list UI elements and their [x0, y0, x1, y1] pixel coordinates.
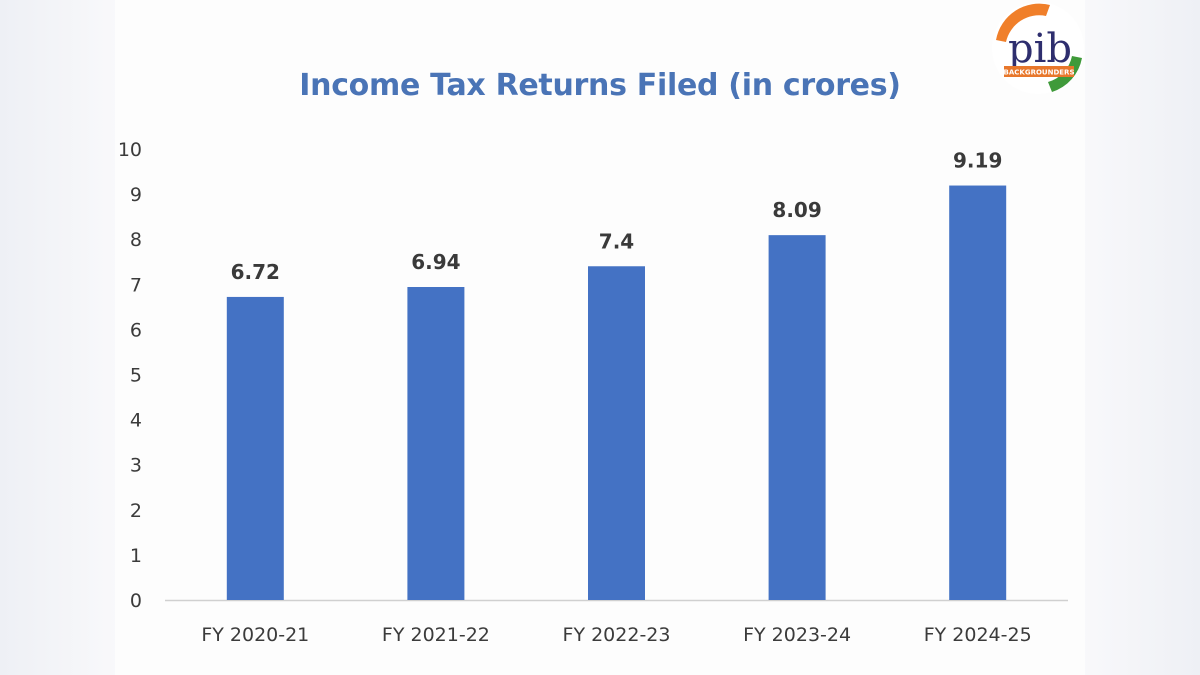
data-label: 6.94 [411, 250, 460, 274]
y-tick-label: 1 [130, 545, 142, 567]
y-tick-label: 0 [130, 590, 142, 612]
bar [407, 287, 465, 600]
bar [588, 266, 645, 600]
y-tick-label: 7 [130, 274, 142, 296]
chart-title: Income Tax Returns Filed (in crores) [299, 68, 901, 103]
bar [226, 296, 284, 600]
pib-logo: pib BACKGROUNDERS [992, 2, 1084, 94]
logo-text: pib [1008, 26, 1072, 72]
y-tick-label: 4 [130, 410, 142, 432]
data-label: 8.09 [772, 198, 821, 222]
bar [949, 185, 1007, 600]
y-tick-label: 8 [130, 229, 142, 251]
data-label: 6.72 [231, 260, 280, 284]
x-category-label: FY 2021-22 [382, 624, 490, 646]
bar [768, 235, 826, 601]
x-category-label: FY 2022-23 [563, 624, 671, 646]
y-tick-label: 6 [130, 319, 142, 341]
logo-subtext: BACKGROUNDERS [1004, 69, 1075, 77]
y-tick-label: 10 [118, 139, 142, 161]
y-tick-label: 9 [130, 184, 142, 206]
y-tick-label: 5 [130, 365, 142, 387]
y-tick-label: 2 [130, 500, 142, 522]
x-category-label: FY 2024-25 [924, 624, 1032, 646]
x-category-label: FY 2023-24 [743, 624, 851, 646]
x-category-label: FY 2020-21 [201, 624, 309, 646]
data-label: 9.19 [953, 149, 1002, 173]
y-tick-label: 3 [130, 455, 142, 477]
data-label: 7.4 [599, 229, 634, 253]
